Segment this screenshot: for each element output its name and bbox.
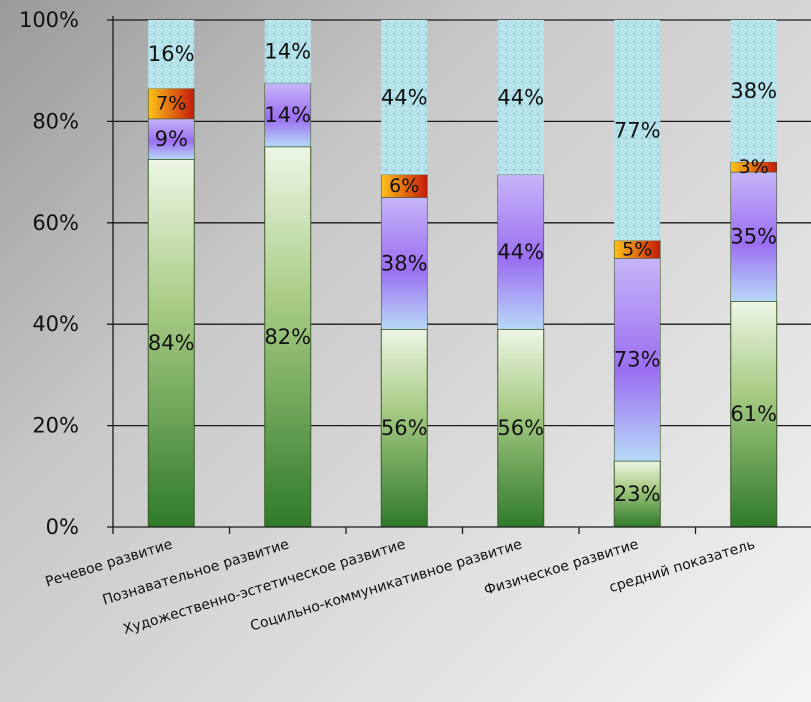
bar-segment [614, 20, 661, 241]
data-label: 14% [264, 103, 311, 127]
data-label: 44% [381, 85, 428, 109]
bars-layer [147, 20, 778, 528]
y-tick-label: 100% [19, 8, 79, 32]
data-label: 5% [622, 238, 652, 260]
y-tick-label: 60% [32, 211, 79, 235]
y-tick-label: 80% [32, 109, 79, 133]
data-label: 56% [497, 416, 544, 440]
bar-segment [613, 460, 661, 528]
y-tick-label: 20% [32, 414, 79, 438]
bar-segment [497, 174, 545, 330]
data-label: 7% [156, 93, 186, 115]
y-tick-label: 0% [46, 515, 79, 539]
bar-segment [264, 146, 312, 528]
bar-segment [730, 300, 778, 528]
data-label: 44% [497, 85, 544, 109]
bar-segment [147, 118, 195, 160]
bar-segment [730, 20, 777, 162]
data-label: 84% [148, 331, 195, 355]
data-label: 6% [389, 175, 419, 197]
bar-segment [613, 257, 661, 462]
data-label: 9% [155, 127, 188, 151]
data-label: 44% [497, 240, 544, 264]
data-label: 73% [614, 348, 661, 372]
labels-layer: 84% 9% 7% 16% 82% 14% 14% 56% 38% 6% 44% 56% 44% 44% 2… [148, 40, 777, 506]
bar-segment [148, 20, 195, 89]
data-label: 38% [730, 79, 777, 103]
bar-segment [497, 328, 545, 528]
data-label: 3% [739, 156, 769, 178]
bar-segment [381, 20, 428, 175]
bar-segment [147, 158, 195, 528]
data-label: 35% [730, 225, 777, 249]
bar-segment [730, 171, 778, 302]
x-category-label: Познавательное развитие [101, 537, 291, 609]
data-label: 14% [264, 40, 311, 64]
data-label: 23% [614, 482, 661, 506]
bar-segment [264, 83, 312, 148]
data-label: 77% [614, 118, 661, 142]
data-label: 61% [730, 402, 777, 426]
y-tick-label: 40% [32, 312, 79, 336]
data-label: 38% [381, 251, 428, 275]
grid-layer [107, 19, 811, 427]
bar-segment [380, 197, 428, 330]
data-label: 56% [381, 416, 428, 440]
data-label: 16% [148, 42, 195, 66]
data-label: 82% [264, 325, 311, 349]
bar-segment [497, 20, 544, 175]
bar-segment [264, 20, 311, 84]
